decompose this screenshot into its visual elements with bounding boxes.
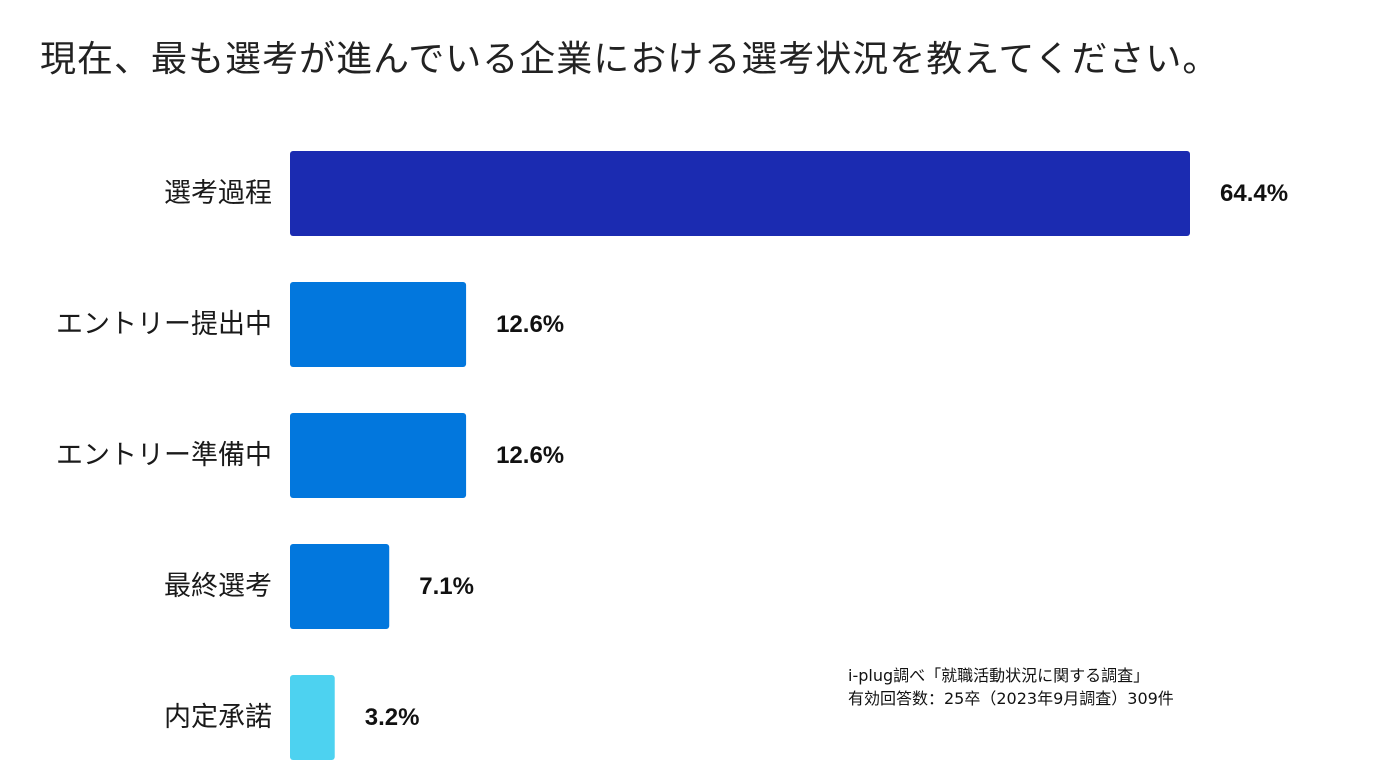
category-label: エントリー準備中: [56, 440, 272, 471]
bar-0: [290, 151, 1190, 236]
category-label: 内定承諾: [164, 702, 272, 733]
value-label: 64.4%: [1220, 180, 1288, 207]
category-label: エントリー提出中: [56, 309, 272, 340]
category-label: 最終選考: [164, 571, 272, 602]
source-note: i-plug調べ「就職活動状況に関する調査」 有効回答数：25卒（2023年9月…: [848, 664, 1174, 710]
value-label: 3.2%: [365, 704, 420, 731]
source-line-1: i-plug調べ「就職活動状況に関する調査」: [848, 666, 1150, 685]
chart-title: 現在、最も選考が進んでいる企業における選考状況を教えてください。: [40, 39, 1220, 80]
value-label: 7.1%: [419, 573, 474, 600]
value-label: 12.6%: [496, 442, 564, 469]
source-line-2: 有効回答数：25卒（2023年9月調査）309件: [848, 689, 1174, 708]
value-label: 12.6%: [496, 311, 564, 338]
bar-3: [290, 544, 390, 629]
bar-1: [290, 282, 467, 367]
bar-4: [290, 675, 335, 760]
bar-2: [290, 413, 467, 498]
bars-layer: 選考過程 64.4% エントリー提出中 12.6% エントリー準備中 12.6% 最終選考 7…: [56, 151, 1288, 760]
category-label: 選考過程: [164, 178, 272, 209]
